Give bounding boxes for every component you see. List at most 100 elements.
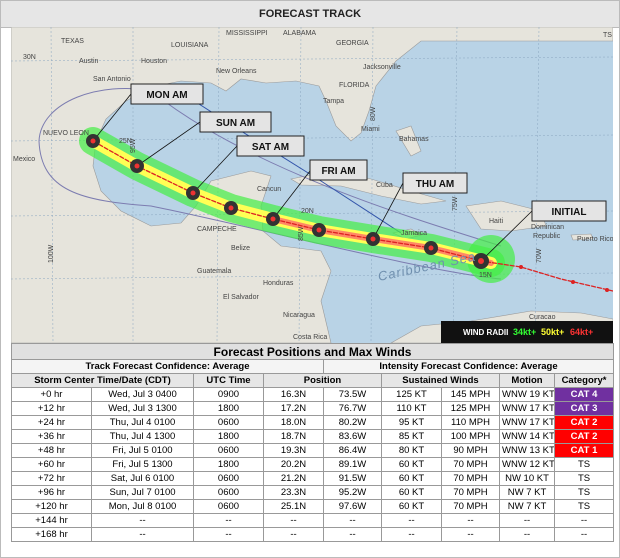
place-label: MISSISSIPPI: [226, 30, 268, 37]
place-label: Houston: [141, 58, 167, 65]
category-cell: TS: [553, 457, 615, 472]
category-cell: CAT 2: [553, 429, 615, 444]
category-cell: TS: [553, 499, 615, 514]
grid-label: 80W: [370, 106, 377, 121]
table-cell: Sun, Jul 7 0100: [91, 485, 194, 500]
place-label: CAMPECHE: [197, 226, 237, 233]
place-label: Haiti: [489, 218, 503, 225]
table-cell: --: [91, 527, 194, 542]
table-cell: 91.5W: [323, 471, 382, 486]
category-cell: CAT 2: [553, 415, 615, 430]
table-row: +0 hr Wed, Jul 3 0400 0900 16.3N 73.5W 125 KT…: [11, 387, 615, 402]
leader-lines: [92, 93, 533, 262]
place-label: Cuba: [376, 182, 393, 189]
track-label-box: [130, 83, 204, 105]
place-label: Guatemala: [197, 268, 231, 275]
map: TEXAS Austin Houston San Antonio LOUISIANA Ne…: [11, 27, 613, 343]
table-cell: +12 hr: [11, 401, 92, 416]
table-cell: +72 hr: [11, 471, 92, 486]
category-cell: CAT 4: [553, 387, 615, 402]
table-cell: 0600: [193, 443, 264, 458]
table-cell: 95 KT: [381, 415, 442, 430]
table-cell: 60 KT: [381, 499, 442, 514]
table-cell: --: [441, 513, 500, 528]
place-label: San Antonio: [93, 76, 131, 83]
table-cell: --: [499, 513, 555, 528]
table-cell: 70 MPH: [441, 457, 500, 472]
table-row: +120 hr Mon, Jul 8 0100 0600 25.1N 97.6W 60 K…: [11, 499, 615, 514]
table-cell: 21.2N: [263, 471, 324, 486]
table-row: +60 hr Fri, Jul 5 1300 1800 20.2N 89.1W 60 KT…: [11, 457, 615, 472]
table-cell: 0600: [193, 499, 264, 514]
grid-label: 85W: [298, 226, 305, 241]
graticule: [11, 27, 613, 343]
place-label: El Salvador: [223, 294, 259, 301]
forecast-table: Forecast Positions and Max Winds Track Fo…: [10, 343, 615, 542]
place-label: TS: [603, 32, 612, 39]
table-cell: --: [381, 527, 442, 542]
place-label: Tampa: [323, 98, 344, 105]
table-row: +72 hr Sat, Jul 6 0100 0600 21.2N 91.5W 60 KT…: [11, 471, 615, 486]
table-cell: 0600: [193, 415, 264, 430]
table-cell: 110 MPH: [441, 415, 500, 430]
track-label-box: [309, 159, 368, 181]
table-cell: WNW 13 KT: [499, 443, 555, 458]
table-cell: 90 MPH: [441, 443, 500, 458]
place-label: Miami: [361, 126, 380, 133]
table-row: +96 hr Sun, Jul 7 0100 0600 23.3N 95.2W 60 KT…: [11, 485, 615, 500]
table-cell: +96 hr: [11, 485, 92, 500]
track-confidence: Track Forecast Confidence: Average: [11, 359, 324, 374]
past-points: [519, 265, 609, 292]
table-cell: 60 KT: [381, 457, 442, 472]
table-cell: Fri, Jul 5 1300: [91, 457, 194, 472]
grid-label: 30N: [23, 54, 36, 61]
place-label: Curacao: [529, 314, 556, 321]
table-cell: 60 KT: [381, 485, 442, 500]
table-cell: WNW 19 KT: [499, 387, 555, 402]
place-label: ALABAMA: [283, 30, 316, 37]
track-points: [86, 134, 489, 269]
table-cell: Mon, Jul 8 0100: [91, 499, 194, 514]
legend-item: 64kt+: [570, 327, 593, 337]
table-cell: 19.3N: [263, 443, 324, 458]
table-cell: 25.1N: [263, 499, 324, 514]
track-label: SAT AM: [252, 142, 289, 153]
table-cell: NW 10 KT: [499, 471, 555, 486]
table-cell: 100 MPH: [441, 429, 500, 444]
table-cell: +48 hr: [11, 443, 92, 458]
column-header: UTC Time: [193, 373, 264, 388]
track-label: INITIAL: [552, 207, 587, 218]
table-cell: Wed, Jul 3 0400: [91, 387, 194, 402]
table-cell: +144 hr: [11, 513, 92, 528]
table-cell: 125 KT: [381, 387, 442, 402]
track-label-box: [531, 200, 607, 222]
category-cell: TS: [553, 485, 615, 500]
place-label: Honduras: [263, 280, 294, 287]
table-cell: 18.0N: [263, 415, 324, 430]
place-label: NUEVO LEON: [43, 130, 89, 137]
table-cell: Thu, Jul 4 0100: [91, 415, 194, 430]
column-header: Position: [263, 373, 382, 388]
grid-label: 75W: [452, 196, 459, 211]
table-cell: Wed, Jul 3 1300: [91, 401, 194, 416]
table-cell: 1800: [193, 429, 264, 444]
table-row: Storm Center Time/Date (CDT) UTC Time Posi…: [11, 373, 615, 388]
track-label-box: [199, 111, 272, 133]
table-cell: 17.2N: [263, 401, 324, 416]
category-cell: --: [553, 527, 615, 542]
table-cell: 60 KT: [381, 471, 442, 486]
place-label: Mexico: [13, 156, 35, 163]
table-row: Forecast Positions and Max Winds: [10, 343, 615, 360]
table-cell: --: [263, 513, 324, 528]
place-label: Jacksonville: [363, 64, 401, 71]
place-label: GEORGIA: [336, 40, 369, 47]
table-cell: Fri, Jul 5 0100: [91, 443, 194, 458]
track-label: SUN AM: [216, 118, 255, 129]
track-label-box: [402, 172, 468, 194]
table-cell: --: [323, 513, 382, 528]
table-cell: --: [263, 527, 324, 542]
table-cell: Sat, Jul 6 0100: [91, 471, 194, 486]
table-cell: --: [381, 513, 442, 528]
grid-label: 70W: [536, 248, 543, 263]
table-cell: --: [193, 513, 264, 528]
